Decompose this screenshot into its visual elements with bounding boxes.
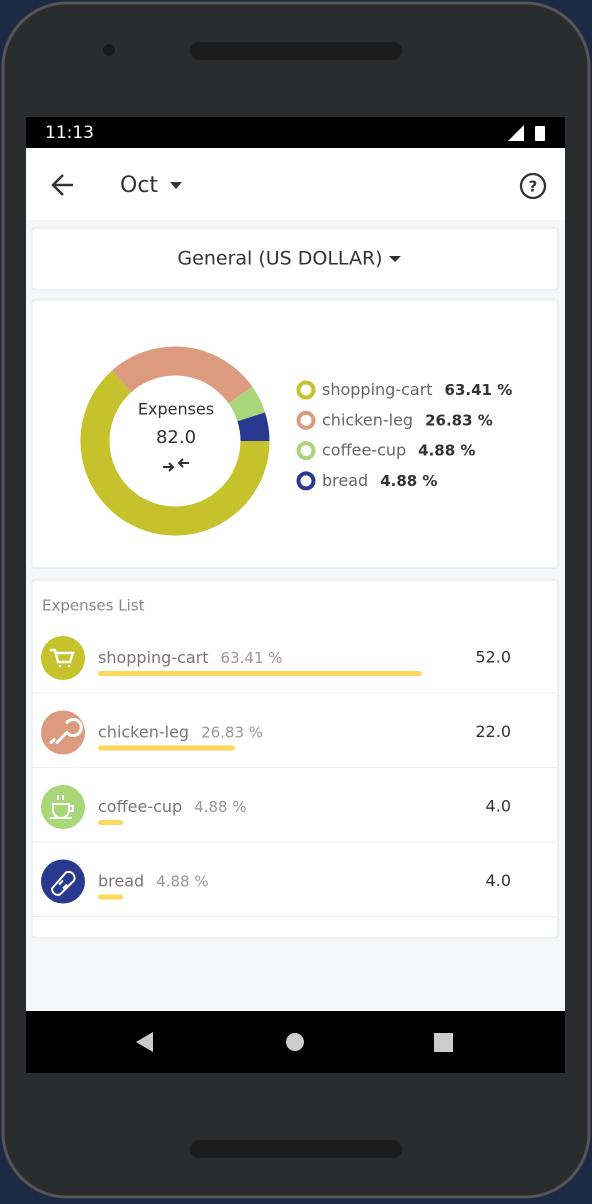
month-title[interactable]: Oct [120,173,158,198]
help-button[interactable]: ? [519,172,547,200]
row-amount: 4.0 [486,797,511,816]
row-name: bread [98,871,144,890]
percent-bar [98,894,123,900]
help-glyph: ? [529,178,538,196]
legend-entry: bread 4.88 % [322,470,437,489]
donut-segment [228,386,266,422]
chart-center-value: 82.0 [156,427,196,448]
legend-entry: chicken-leg 26.83 % [322,410,493,429]
back-button[interactable] [51,174,73,196]
legend-value: 4.88 % [418,441,475,459]
help-circle [519,172,547,200]
signal-icon [508,125,524,141]
category-icon [41,636,85,680]
icon-glyph [50,795,74,819]
row-percent: 4.88 % [156,872,208,890]
legend-value: 63.41 % [445,381,513,399]
nav-recents[interactable] [434,1033,453,1052]
row-text: chicken-leg 26.83 % [98,722,263,741]
chart-center-title: Expenses [138,400,214,419]
account-selector[interactable]: General (US DOLLAR) [177,248,382,270]
legend-label: chicken-leg [322,410,413,429]
row-amount: 22.0 [475,722,511,741]
legend-entry: shopping-cart 63.41 % [322,380,512,399]
icon-glyph [51,870,76,896]
row-name: coffee-cup [98,797,182,816]
account-card [31,227,559,291]
expense-row[interactable]: bread 4.88 % 4.0 [32,859,558,917]
row-amount: 52.0 [475,648,511,667]
donut-segment [80,370,270,536]
legend-label: bread [322,470,368,489]
expense-row[interactable]: chicken-leg 26.83 % 22.0 [32,710,558,768]
icon-glyph [49,718,83,744]
speaker [190,1140,402,1158]
list-title: Expenses List [42,597,145,615]
row-percent: 26.83 % [201,723,263,741]
status-time: 11:13 [45,123,94,143]
legend-value: 26.83 % [425,411,493,429]
row-percent: 63.41 % [221,649,283,667]
expense-row[interactable]: shopping-cart 63.41 % 52.0 [32,636,558,694]
legend-marker [296,380,316,400]
percent-bar [98,820,123,825]
donut-segment [112,346,253,404]
icon-glyph [49,648,75,668]
expense-row[interactable]: coffee-cup 4.88 % 4.0 [32,785,558,843]
dropdown-arrow[interactable] [389,256,401,262]
chart-card [31,299,559,569]
dropdown-arrow[interactable] [170,182,182,189]
camera [103,44,115,56]
list-card [31,579,559,939]
legend-entry: coffee-cup 4.88 % [322,440,475,459]
status-bar [26,117,565,148]
legend-marker [296,410,316,430]
legend-value: 4.88 % [380,471,437,489]
compare-icon[interactable] [163,458,189,472]
row-text: coffee-cup 4.88 % [98,797,247,816]
legend-marker [296,441,316,461]
nav-back[interactable] [136,1032,153,1052]
row-text: bread 4.88 % [98,871,209,890]
percent-bar [98,745,236,751]
donut-segment [237,412,270,442]
percent-bar [98,671,423,676]
category-icon [41,785,85,829]
legend-label: shopping-cart [322,380,433,399]
row-text: shopping-cart 63.41 % [98,648,283,667]
row-name: chicken-leg [98,722,189,741]
row-name: shopping-cart [98,648,209,667]
legend-marker [296,471,316,491]
row-percent: 4.88 % [194,798,246,816]
app-bar [26,148,565,220]
legend-label: coffee-cup [322,440,406,459]
speaker [190,42,402,60]
row-amount: 4.0 [486,871,511,890]
battery-icon [535,126,545,141]
nav-home[interactable] [286,1033,304,1051]
